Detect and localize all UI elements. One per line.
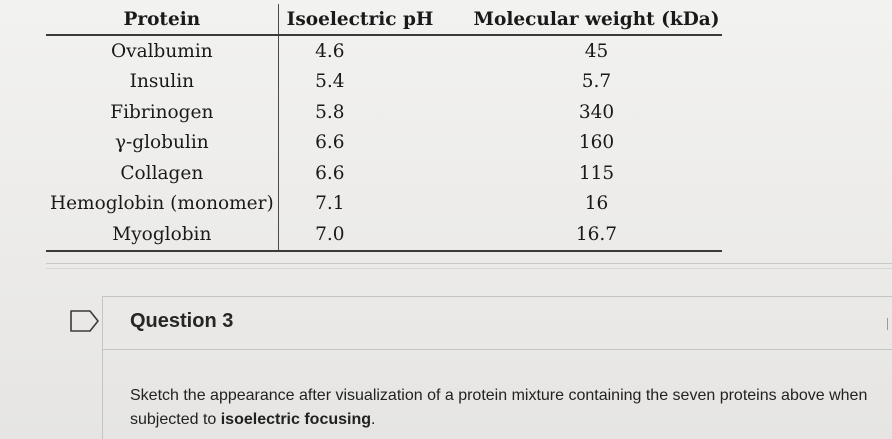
cell-protein: Ovalbumin <box>46 35 279 67</box>
table-row: γ-globulin 6.6 160 <box>46 127 722 158</box>
table-row: Ovalbumin 4.6 45 <box>46 35 722 67</box>
scroll-edge-marker <box>887 318 892 330</box>
cell-protein: γ-globulin <box>46 127 279 158</box>
cell-molecular-weight: 5.7 <box>581 71 612 93</box>
header-molecular-weight: Molecular weight (kDa) <box>470 4 722 36</box>
cell-isoelectric-ph: 5.8 <box>315 101 345 123</box>
question-header: Question 3 <box>102 296 892 350</box>
cell-molecular-weight: 45 <box>584 40 609 62</box>
table-row: Fibrinogen 5.8 340 <box>46 97 722 128</box>
question-title: Question 3 <box>130 310 234 332</box>
cell-protein: Myoglobin <box>46 219 279 252</box>
question-prompt-text: Sketch the appearance after visualizatio… <box>130 387 868 428</box>
question-prompt-end: . <box>371 411 376 428</box>
cell-isoelectric-ph: 5.4 <box>315 71 345 93</box>
cell-molecular-weight: 16 <box>584 193 609 215</box>
flag-icon[interactable] <box>70 310 100 332</box>
table-row: Myoglobin 7.0 16.7 <box>46 219 722 252</box>
cell-molecular-weight: 160 <box>578 132 615 154</box>
header-protein: Protein <box>46 4 279 36</box>
table-row: Collagen 6.6 115 <box>46 158 722 189</box>
cell-molecular-weight: 340 <box>578 101 615 123</box>
header-isoelectric-ph: Isoelectric pH <box>278 4 471 36</box>
section-divider <box>46 263 892 264</box>
cell-isoelectric-ph: 7.1 <box>315 193 345 215</box>
cell-molecular-weight: 16.7 <box>470 219 722 252</box>
cell-protein: Fibrinogen <box>46 97 279 128</box>
cell-molecular-weight: 115 <box>578 162 615 184</box>
question-prompt: Sketch the appearance after visualizatio… <box>130 384 890 432</box>
protein-table-container: Protein Isoelectric pH Molecular weight … <box>46 4 722 252</box>
section-divider <box>46 268 892 269</box>
cell-isoelectric-ph: 4.6 <box>315 40 345 62</box>
table-row: Insulin 5.4 5.7 <box>46 66 722 97</box>
cell-isoelectric-ph: 7.0 <box>278 219 471 252</box>
question-border <box>102 296 103 439</box>
table-header-row: Protein Isoelectric pH Molecular weight … <box>46 4 722 36</box>
cell-protein: Insulin <box>46 66 279 97</box>
cell-protein: Hemoglobin (monomer) <box>46 188 279 219</box>
cell-isoelectric-ph: 6.6 <box>315 162 345 184</box>
question-prompt-emphasis: isoelectric focusing <box>220 411 371 428</box>
cell-isoelectric-ph: 6.6 <box>315 132 345 154</box>
table-row: Hemoglobin (monomer) 7.1 16 <box>46 188 722 219</box>
protein-table: Protein Isoelectric pH Molecular weight … <box>46 4 722 252</box>
cell-protein: Collagen <box>46 158 279 189</box>
